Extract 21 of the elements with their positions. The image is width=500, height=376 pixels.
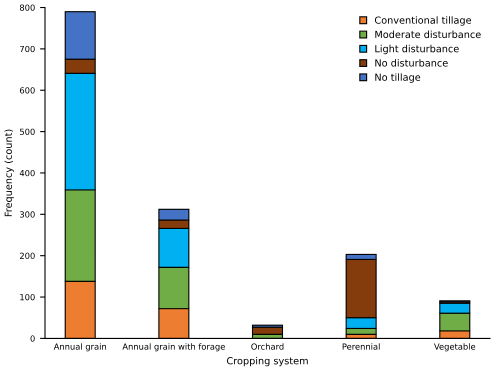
- x-axis-title: Cropping system: [226, 356, 308, 366]
- y-tick-label: 700: [20, 46, 35, 52]
- y-tick-label: 400: [20, 170, 35, 176]
- x-tick-label: Orchard: [251, 343, 284, 350]
- x-tick-label: Annual grain: [54, 343, 106, 352]
- y-tick-label: 100: [20, 294, 35, 300]
- y-tick-label: 600: [20, 87, 35, 94]
- legend-label: Conventional tillage: [374, 16, 472, 26]
- y-axis-title: Frequency (count): [4, 130, 14, 216]
- x-tick-label: Perennial: [342, 343, 380, 350]
- x-tick-label: Vegetable: [434, 343, 476, 352]
- y-tick-label: 300: [20, 211, 35, 218]
- y-tick-label: 500: [20, 128, 35, 135]
- legend-label: Light disturbance: [375, 44, 459, 54]
- y-tick-label: 0: [30, 335, 35, 342]
- legend-label: Moderate disturbance: [375, 30, 481, 38]
- x-tick-label: Annual grain with forage: [122, 343, 225, 352]
- legend-label: No tillage: [375, 73, 420, 83]
- y-tick-label: 800: [20, 4, 35, 11]
- y-tick-label: 200: [20, 252, 35, 259]
- legend-label: No disturbance: [375, 59, 448, 67]
